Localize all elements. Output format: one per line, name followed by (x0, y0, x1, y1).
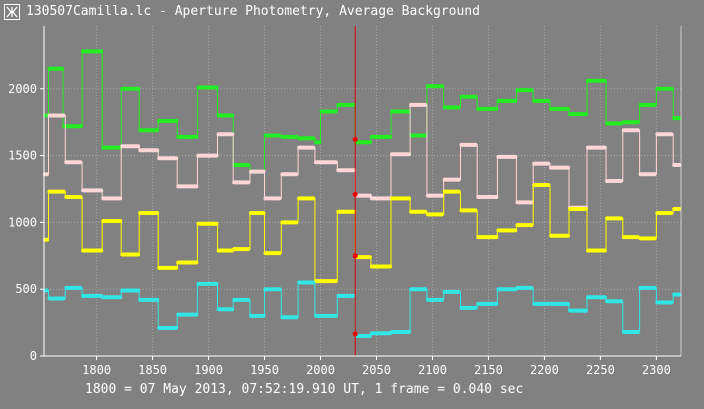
y-tick-label: 1000 (8, 215, 37, 229)
x-tick-label: 1950 (250, 363, 279, 377)
y-tick-label: 2000 (8, 82, 37, 96)
cursor-marker (352, 191, 358, 197)
x-tick-label: 1800 (82, 363, 111, 377)
y-tick-label: 0 (30, 349, 37, 363)
status-readout: 1800 = 07 May 2013, 07:52:19.910 UT, 1 f… (85, 382, 524, 397)
app-logo-icon (4, 4, 20, 20)
yellow-series-line (44, 184, 681, 282)
cursor-marker (352, 331, 358, 337)
y-tick-label: 1500 (8, 149, 37, 163)
title-bar: 130507Camilla.lc - Aperture Photometry, … (0, 0, 704, 24)
x-tick-label: 2200 (530, 363, 559, 377)
green-series-line (44, 50, 681, 173)
x-tick-label: 2100 (418, 363, 447, 377)
cursor-marker (352, 253, 358, 259)
y-tick-label: 500 (15, 282, 37, 296)
x-tick-label: 2250 (586, 363, 615, 377)
axis-layer: 0 500 1000 1500 2000 1800 1850 1900 1950 2000 2050… (8, 26, 682, 377)
window-title: 130507Camilla.lc - Aperture Photometry, … (26, 4, 480, 19)
x-tick-label: 2300 (642, 363, 671, 377)
x-tick-label: 2000 (306, 363, 335, 377)
cursor-marker (352, 137, 358, 143)
x-tick-label: 1850 (138, 363, 167, 377)
grid-layer (44, 26, 681, 356)
cursor-layer (352, 26, 358, 356)
x-tick-label: 2050 (362, 363, 391, 377)
x-tick-label: 1900 (194, 363, 223, 377)
series-layer (43, 49, 682, 338)
x-tick-label: 2150 (474, 363, 503, 377)
